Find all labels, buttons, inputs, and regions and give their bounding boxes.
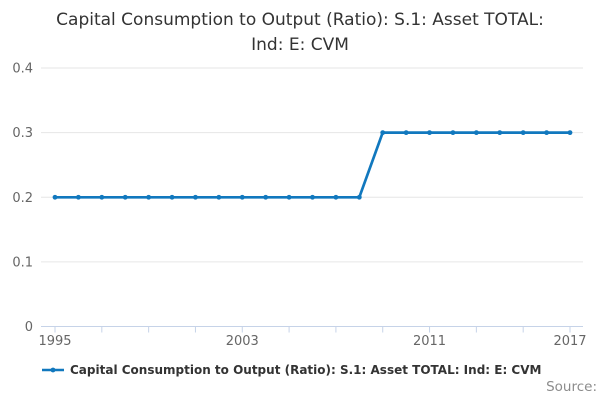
data-point[interactable] xyxy=(380,130,386,136)
x-tick-label: 1995 xyxy=(38,334,71,349)
legend-line-marker xyxy=(42,367,64,373)
y-tick-label: 0.4 xyxy=(12,62,33,77)
data-point[interactable] xyxy=(567,130,573,136)
data-point[interactable] xyxy=(544,130,549,136)
x-tick-label: 2017 xyxy=(553,334,586,349)
data-point[interactable] xyxy=(122,194,128,200)
data-point[interactable] xyxy=(193,194,198,200)
data-point[interactable] xyxy=(403,130,409,136)
y-tick-label: 0 xyxy=(25,320,33,335)
data-point[interactable] xyxy=(169,194,175,200)
data-point[interactable] xyxy=(239,194,245,200)
y-tick-label: 0.2 xyxy=(12,191,33,206)
data-point[interactable] xyxy=(356,194,362,200)
legend-label: Capital Consumption to Output (Ratio): S… xyxy=(70,363,542,377)
series-line[interactable] xyxy=(55,131,570,199)
data-point[interactable] xyxy=(520,130,526,136)
data-point[interactable] xyxy=(286,194,292,200)
data-point[interactable] xyxy=(450,130,456,136)
data-point[interactable] xyxy=(146,194,152,200)
source-label: Source: xyxy=(546,379,597,395)
data-point[interactable] xyxy=(427,130,432,136)
data-point[interactable] xyxy=(333,194,339,200)
data-point[interactable] xyxy=(52,194,58,200)
y-tick-label: 0.3 xyxy=(12,126,33,141)
data-point[interactable] xyxy=(76,194,81,200)
y-tick-label: 0.1 xyxy=(12,255,33,270)
data-point[interactable] xyxy=(263,194,269,200)
legend-item[interactable]: Capital Consumption to Output (Ratio): S… xyxy=(42,363,541,377)
chart-title: Capital Consumption to Output (Ratio): S… xyxy=(56,10,544,55)
data-point[interactable] xyxy=(497,130,503,136)
data-point[interactable] xyxy=(99,194,105,200)
legend-dot xyxy=(50,367,56,373)
data-point[interactable] xyxy=(473,130,479,136)
x-tick-label: 2011 xyxy=(413,334,446,349)
x-tick-label: 2003 xyxy=(226,334,259,349)
data-point[interactable] xyxy=(216,194,222,200)
data-point[interactable] xyxy=(310,194,315,200)
